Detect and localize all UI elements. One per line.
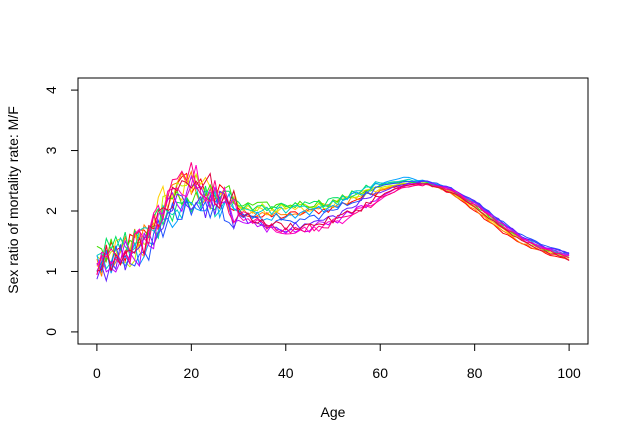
- series-line: [96, 169, 570, 277]
- x-tick-label: 20: [184, 365, 200, 381]
- series-line: [96, 180, 570, 266]
- x-tick-label: 80: [467, 365, 483, 381]
- x-axis: 0 20 40 60 80 100: [93, 344, 581, 381]
- y-tick-label: 0: [43, 328, 59, 336]
- y-axis-label: Sex ratio of mortality rate: M/F: [5, 106, 21, 294]
- y-tick-label: 1: [43, 267, 59, 275]
- x-tick-label: 40: [278, 365, 294, 381]
- series-line: [96, 162, 570, 276]
- y-axis: 0 1 2 3 4: [43, 86, 78, 336]
- x-tick-label: 0: [93, 365, 101, 381]
- x-tick-label: 60: [372, 365, 388, 381]
- x-tick-label: 100: [557, 365, 581, 381]
- series-layer: [96, 162, 570, 283]
- series-line: [96, 180, 570, 272]
- series-line: [96, 174, 570, 273]
- y-tick-label: 4: [43, 86, 59, 94]
- series-line: [96, 172, 570, 272]
- y-tick-label: 3: [43, 146, 59, 154]
- x-axis-label: Age: [321, 404, 346, 420]
- y-tick-label: 2: [43, 207, 59, 215]
